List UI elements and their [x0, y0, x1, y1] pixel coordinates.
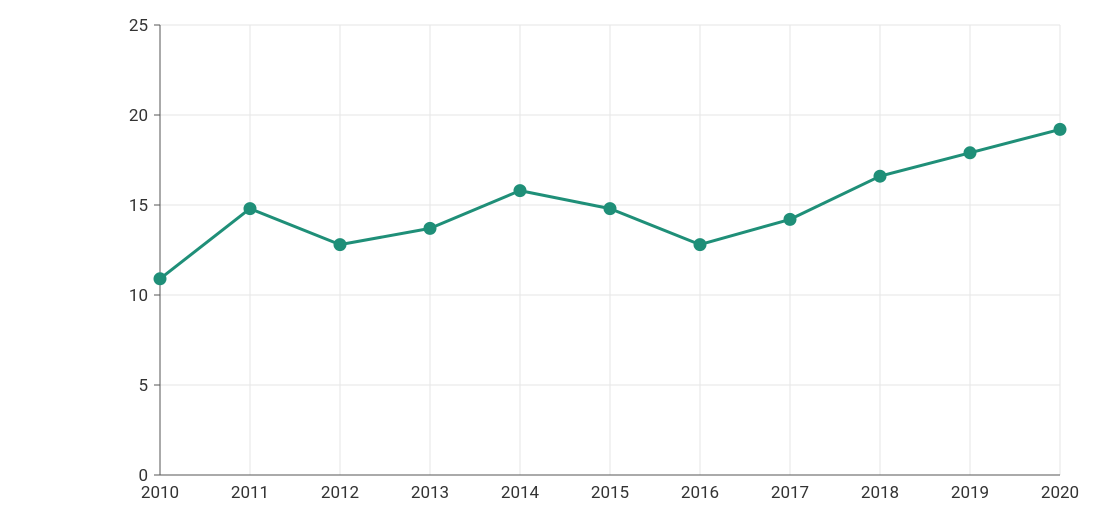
- x-tick-label: 2014: [490, 483, 550, 503]
- line-chart: 0510152025201020112012201320142015201620…: [0, 0, 1096, 515]
- y-tick-label: 25: [129, 16, 148, 36]
- chart-svg: [0, 0, 1096, 515]
- x-tick-label: 2017: [760, 483, 820, 503]
- y-tick-label: 10: [129, 286, 148, 306]
- x-tick-label: 2019: [940, 483, 1000, 503]
- x-tick-label: 2018: [850, 483, 910, 503]
- x-tick-label: 2020: [1030, 483, 1090, 503]
- y-tick-label: 5: [138, 376, 148, 396]
- y-tick-label: 15: [129, 196, 148, 216]
- x-tick-label: 2012: [310, 483, 370, 503]
- x-tick-label: 2016: [670, 483, 730, 503]
- x-tick-label: 2010: [130, 483, 190, 503]
- x-tick-label: 2011: [220, 483, 280, 503]
- x-tick-label: 2013: [400, 483, 460, 503]
- y-tick-label: 20: [129, 106, 148, 126]
- x-tick-label: 2015: [580, 483, 640, 503]
